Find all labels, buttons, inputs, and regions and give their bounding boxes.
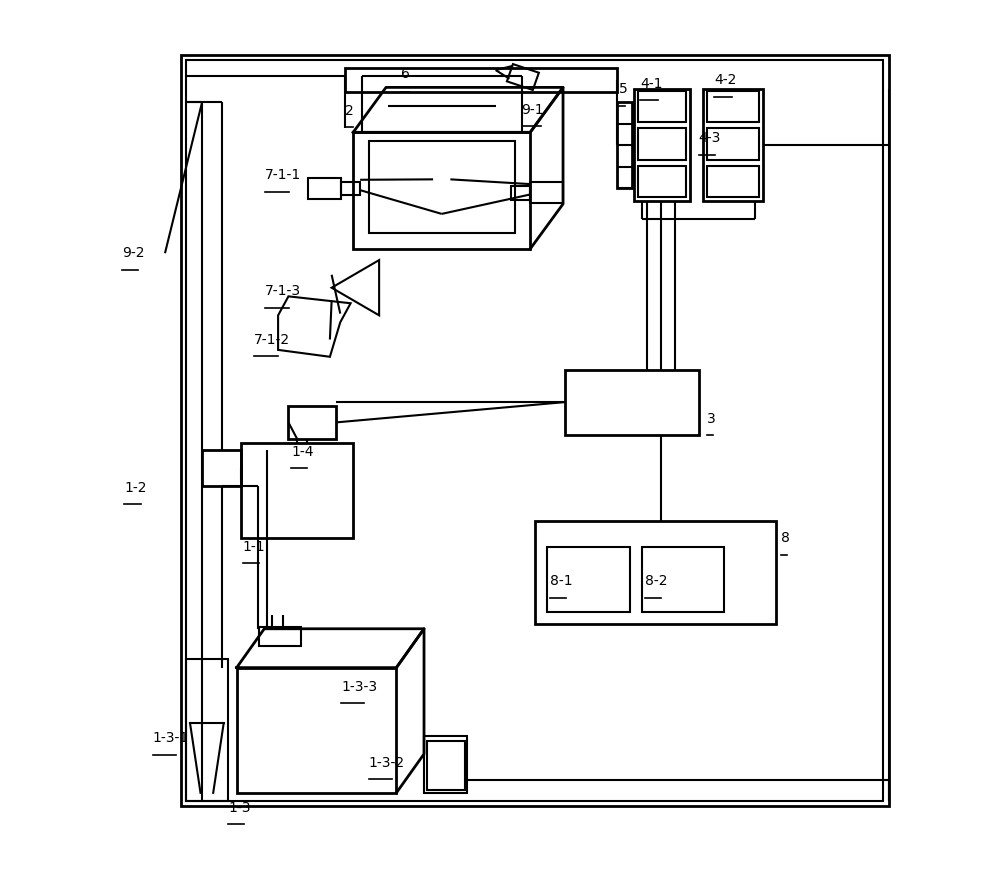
Bar xyxy=(424,737,467,793)
Text: 8: 8 xyxy=(781,531,789,545)
Text: 6: 6 xyxy=(401,68,410,82)
Bar xyxy=(259,627,301,647)
Text: 7-1-1: 7-1-1 xyxy=(265,169,301,182)
Bar xyxy=(186,659,228,801)
Bar xyxy=(707,129,759,160)
Text: 8-1: 8-1 xyxy=(550,574,573,588)
Text: 4-2: 4-2 xyxy=(714,74,737,88)
Bar xyxy=(617,102,632,189)
Bar xyxy=(642,547,724,612)
Text: 7-1-2: 7-1-2 xyxy=(254,333,290,347)
Text: 2: 2 xyxy=(345,103,353,117)
Bar xyxy=(547,547,630,612)
Text: 7-1-3: 7-1-3 xyxy=(265,284,301,298)
Bar xyxy=(707,91,759,123)
Bar xyxy=(288,406,336,439)
Bar xyxy=(308,178,341,199)
Bar xyxy=(530,182,563,203)
Text: 4-3: 4-3 xyxy=(699,131,721,145)
Bar xyxy=(703,90,763,202)
Bar xyxy=(237,667,396,793)
Text: 1-3-3: 1-3-3 xyxy=(341,680,377,693)
Bar xyxy=(241,443,353,538)
Text: 1-2: 1-2 xyxy=(124,481,147,495)
Text: 9-2: 9-2 xyxy=(122,246,144,260)
Bar xyxy=(511,186,530,200)
Bar xyxy=(202,450,241,487)
Text: 4-1: 4-1 xyxy=(640,77,662,91)
Bar xyxy=(369,141,515,233)
Bar xyxy=(638,91,686,123)
Bar xyxy=(707,166,759,197)
Text: 8-2: 8-2 xyxy=(645,574,668,588)
Bar xyxy=(427,740,465,790)
Text: 1-3-1: 1-3-1 xyxy=(153,732,189,746)
Bar xyxy=(345,68,617,92)
Text: 3: 3 xyxy=(707,412,716,426)
Text: 5: 5 xyxy=(619,83,628,96)
Bar xyxy=(634,90,690,202)
Text: 1-1: 1-1 xyxy=(243,540,265,554)
Bar xyxy=(186,60,883,800)
Text: 1-4: 1-4 xyxy=(291,445,314,459)
Bar xyxy=(341,182,360,196)
Bar xyxy=(535,521,776,625)
Text: 1-3-2: 1-3-2 xyxy=(369,756,405,770)
Bar xyxy=(181,55,889,806)
Bar xyxy=(565,369,699,434)
Bar xyxy=(638,129,686,160)
Text: 9-1: 9-1 xyxy=(522,103,544,116)
Text: 1-3: 1-3 xyxy=(228,800,251,814)
Bar xyxy=(353,132,530,249)
Bar xyxy=(638,166,686,197)
